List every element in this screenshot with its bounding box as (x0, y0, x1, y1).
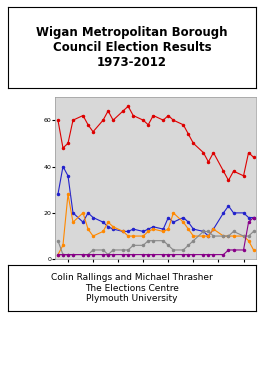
Text: Colin Rallings and Michael Thrasher
The Elections Centre
Plymouth University: Colin Rallings and Michael Thrasher The … (51, 273, 213, 303)
Text: Wigan Metropolitan Borough
Council Election Results
1973-2012: Wigan Metropolitan Borough Council Elect… (36, 26, 228, 69)
